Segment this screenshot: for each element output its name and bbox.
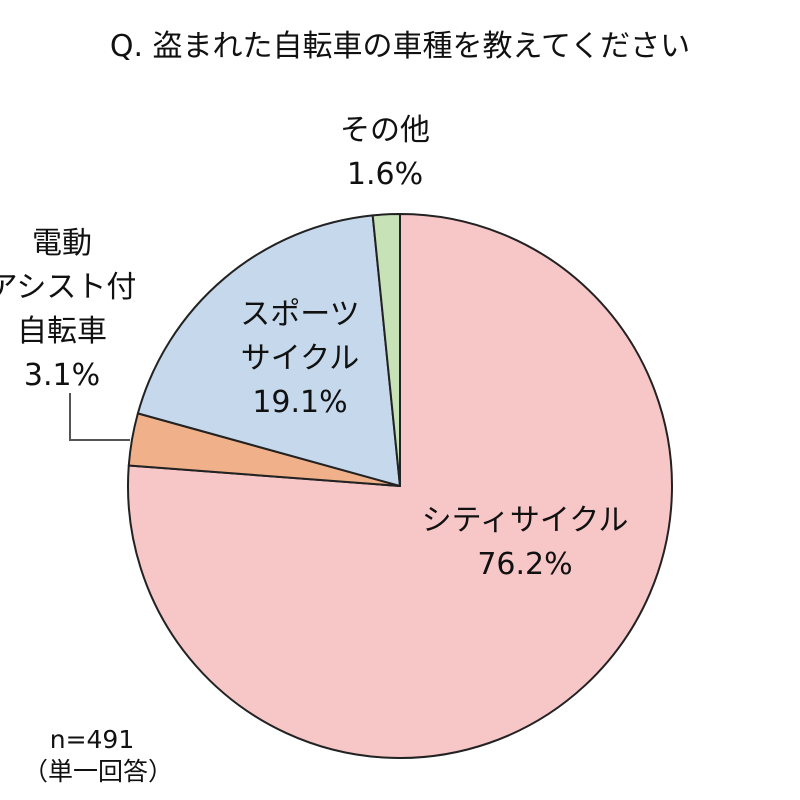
answer-type-label: （単一回答） — [23, 757, 173, 786]
pie-slice-other — [371, 212, 401, 487]
sport-category-label: スポーツ — [240, 297, 359, 332]
chart-title: Q. 盗まれた自転車の車種を教えてください — [110, 29, 690, 64]
city-category-label: シティサイクル — [422, 503, 629, 538]
pie-slices — [127, 212, 673, 759]
sample-size-label: n=491 — [50, 725, 135, 754]
other-category-label: その他 — [340, 113, 430, 148]
ebike-category-label: 電動 — [32, 226, 92, 261]
sample-note: n=491 （単一回答） — [23, 725, 173, 786]
ebike-leader-line — [69, 393, 130, 441]
sport-category-label: サイクル — [241, 341, 360, 376]
ebike-value-label: 3.1% — [24, 358, 100, 393]
ebike-category-label: 自転車 — [17, 314, 107, 349]
sport-value-label: 19.1% — [252, 385, 347, 420]
city-value-label: 76.2% — [477, 547, 572, 582]
other-value-label: 1.6% — [347, 157, 423, 192]
pie-slice-sport — [136, 214, 401, 487]
ebike-category-label: アシスト付 — [0, 270, 136, 305]
